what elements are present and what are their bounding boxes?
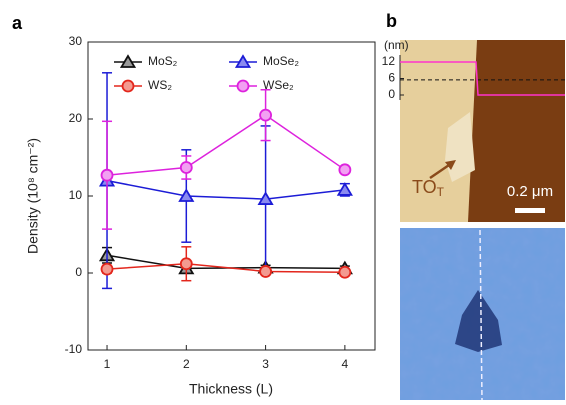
legend-label: WSe₂ bbox=[263, 78, 294, 92]
legend-marker bbox=[121, 79, 135, 93]
scale-bar-label: 0.2 μm bbox=[507, 183, 553, 200]
data-point bbox=[259, 265, 272, 278]
x-tick-label: 4 bbox=[342, 357, 349, 371]
series bbox=[98, 246, 353, 275]
y-tick-label: 20 bbox=[69, 111, 83, 125]
data-point bbox=[178, 188, 195, 202]
flake-label-sub: T bbox=[437, 185, 445, 199]
step-region bbox=[468, 40, 565, 222]
data-point bbox=[338, 265, 352, 279]
y-tick-label: 0 bbox=[75, 265, 82, 279]
profile-tick-label: 0 bbox=[388, 87, 395, 101]
y-tick-label: 10 bbox=[69, 188, 83, 202]
series bbox=[100, 246, 352, 282]
y-tick-label: -10 bbox=[65, 342, 83, 356]
data-point bbox=[257, 191, 274, 205]
flake bbox=[455, 290, 502, 352]
data-point bbox=[100, 262, 114, 276]
legend-entry: WS₂ bbox=[114, 78, 172, 93]
panel-label: a bbox=[12, 13, 23, 33]
y-axis-label: Density (10⁸ cm⁻²) bbox=[25, 138, 41, 254]
panel-label: b bbox=[386, 11, 397, 31]
legend-label: WS₂ bbox=[148, 78, 172, 92]
legend-entry: WSe₂ bbox=[229, 78, 294, 93]
series-line bbox=[106, 263, 345, 273]
height-profile bbox=[400, 61, 565, 96]
data-point bbox=[259, 108, 272, 122]
series bbox=[100, 88, 352, 230]
y-tick-label: 30 bbox=[69, 34, 83, 48]
legend-marker bbox=[236, 79, 250, 93]
data-point bbox=[336, 182, 353, 196]
profile-tick-label: 6 bbox=[388, 71, 395, 85]
legend-marker bbox=[119, 54, 137, 68]
legend-entry: MoSe₂ bbox=[229, 54, 299, 68]
data-point bbox=[338, 163, 352, 177]
legend-marker bbox=[234, 54, 252, 68]
arrow-head bbox=[445, 160, 456, 170]
x-tick-label: 3 bbox=[262, 357, 269, 371]
series-line bbox=[106, 179, 345, 200]
x-tick-label: 1 bbox=[104, 357, 111, 371]
afm-image bbox=[400, 40, 565, 222]
data-point bbox=[179, 161, 193, 174]
flake-label: TOT bbox=[412, 177, 445, 199]
profile-unit: (nm) bbox=[384, 38, 409, 52]
flake-label-main: TO bbox=[412, 177, 437, 197]
data-point bbox=[179, 257, 193, 271]
x-axis-label: Thickness (L) bbox=[189, 381, 273, 397]
legend-label: MoSe₂ bbox=[263, 54, 299, 68]
series-line bbox=[106, 114, 346, 176]
data-point bbox=[100, 168, 114, 182]
scale-bar bbox=[515, 208, 545, 213]
series bbox=[98, 72, 353, 290]
x-tick-label: 2 bbox=[183, 357, 190, 371]
legend-entry: MoS₂ bbox=[114, 54, 178, 68]
legend-label: MoS₂ bbox=[148, 54, 178, 68]
boundary bbox=[479, 229, 483, 401]
profile-tick-label: 12 bbox=[382, 54, 396, 68]
